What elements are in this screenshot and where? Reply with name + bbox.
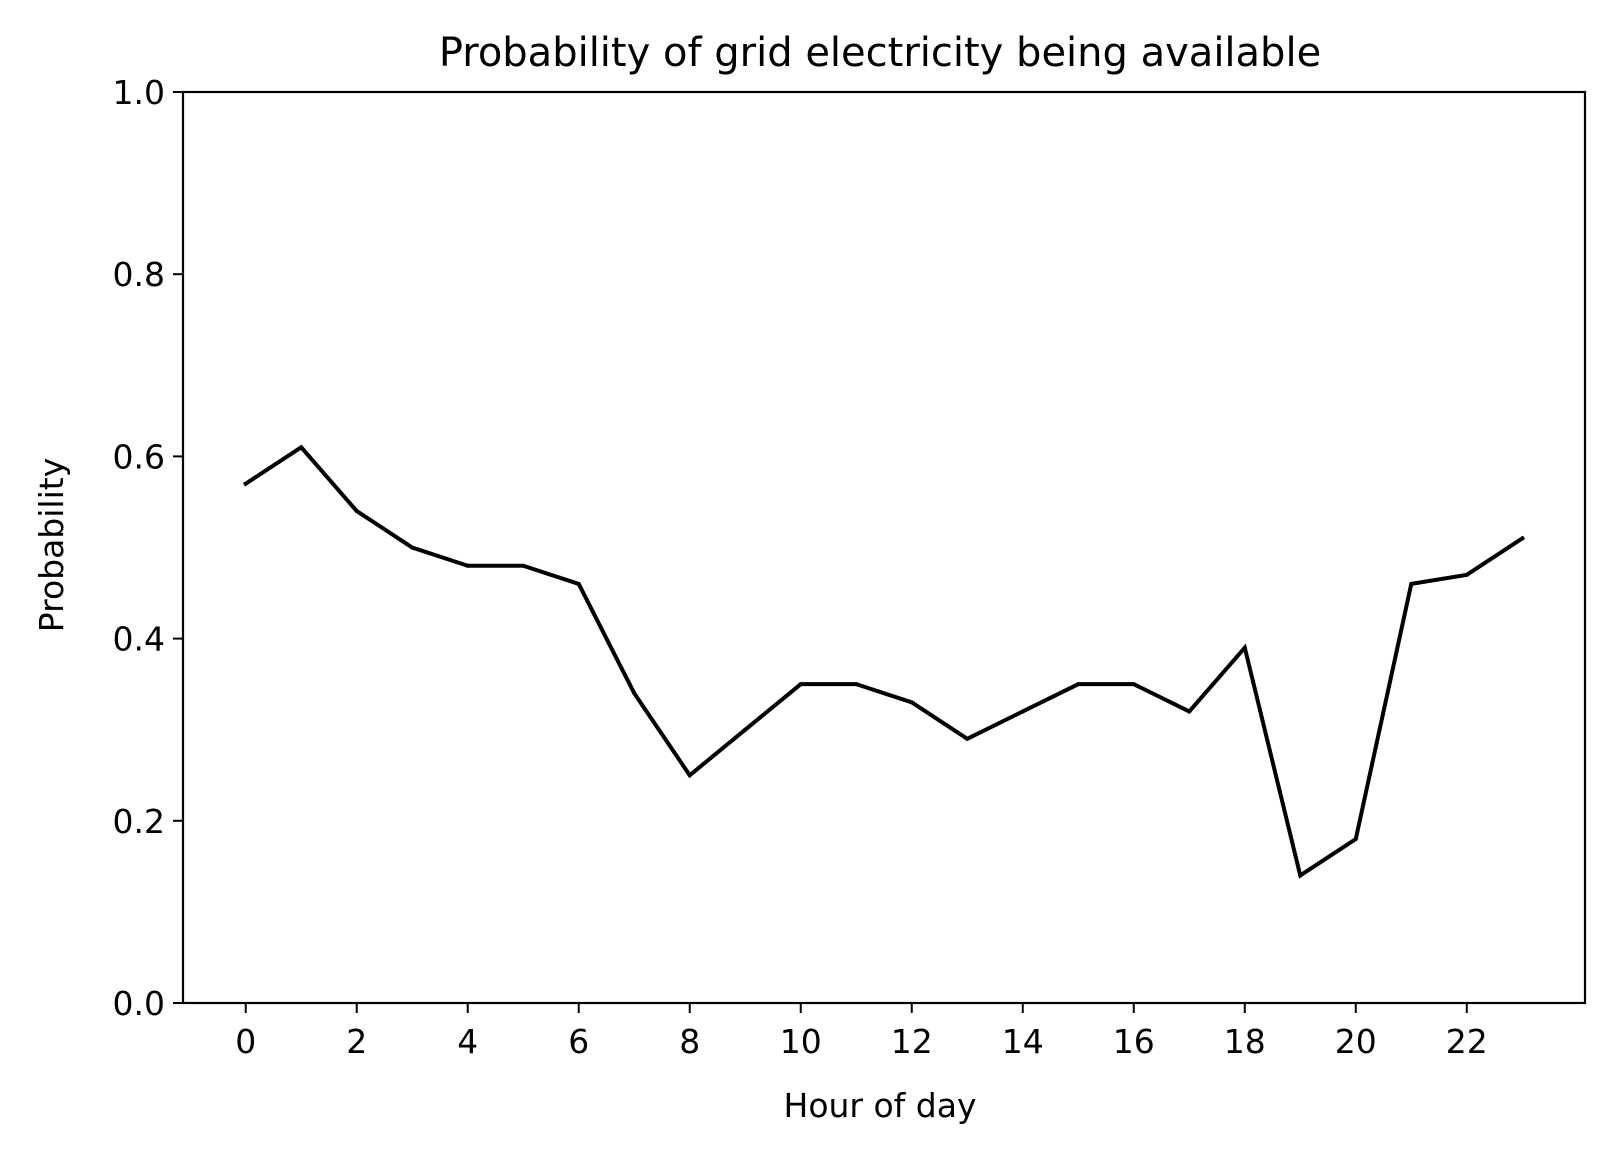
x-tick-label: 4: [457, 1022, 478, 1061]
x-tick-label: 6: [568, 1022, 589, 1061]
data-point: [1298, 873, 1303, 878]
x-axis-ticks: 0 2 4 6 8 10 12 14 16 18 20 22: [235, 1003, 1488, 1061]
data-point: [965, 736, 970, 741]
x-tick-label: 8: [679, 1022, 700, 1061]
data-point: [854, 682, 859, 687]
data-point: [521, 563, 526, 568]
y-tick-label: 0.6: [113, 437, 165, 476]
data-point: [743, 727, 748, 732]
data-point: [243, 481, 248, 486]
x-axis-label: Hour of day: [784, 1086, 977, 1125]
data-point: [1520, 536, 1525, 541]
data-point: [1131, 682, 1136, 687]
x-tick-label: 14: [1002, 1022, 1044, 1061]
y-tick-label: 0.0: [113, 984, 165, 1023]
y-tick-label: 0.2: [113, 802, 165, 841]
data-point: [1464, 572, 1469, 577]
x-tick-label: 18: [1224, 1022, 1266, 1061]
x-tick-label: 22: [1446, 1022, 1488, 1061]
x-tick-label: 0: [235, 1022, 256, 1061]
y-tick-label: 1.0: [113, 73, 165, 112]
data-point: [1353, 837, 1358, 842]
x-tick-label: 16: [1113, 1022, 1155, 1061]
data-point: [299, 445, 304, 450]
data-point: [909, 700, 914, 705]
data-point: [1409, 581, 1414, 586]
chart-title: Probability of grid electricity being av…: [439, 30, 1321, 76]
x-tick-label: 2: [346, 1022, 367, 1061]
y-tick-label: 0.8: [113, 255, 165, 294]
data-point: [687, 773, 692, 778]
series-line: [242, 444, 1526, 879]
series-group: [242, 444, 1526, 879]
x-tick-label: 12: [891, 1022, 933, 1061]
data-point: [1020, 709, 1025, 714]
y-axis-label: Probability: [32, 458, 71, 632]
x-tick-label: 20: [1335, 1022, 1377, 1061]
y-tick-label: 0.4: [113, 620, 165, 659]
data-point: [465, 563, 470, 568]
data-point: [354, 509, 359, 514]
x-tick-label: 10: [780, 1022, 822, 1061]
data-point: [410, 545, 415, 550]
data-point: [1242, 645, 1247, 650]
data-point: [576, 581, 581, 586]
plot-frame: [181, 90, 1587, 1005]
data-point: [1187, 709, 1192, 714]
y-axis-ticks: 0.0 0.2 0.4 0.6 0.8 1.0: [113, 73, 183, 1023]
data-point: [1076, 682, 1081, 687]
data-point: [632, 691, 637, 696]
data-point: [798, 682, 803, 687]
